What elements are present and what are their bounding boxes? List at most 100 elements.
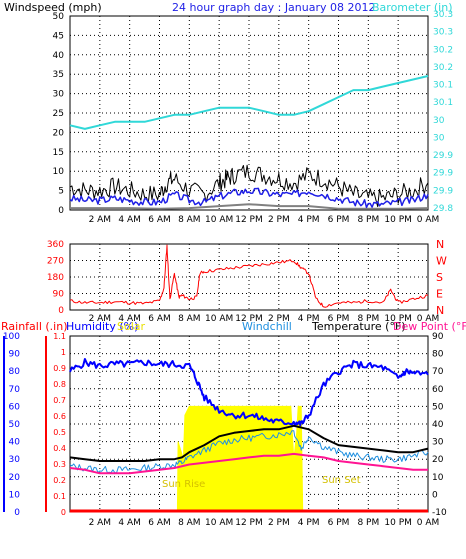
panel2-x-ticks: 2 AM 4 AM 6 AM 8 AM 10 AM 12 PM 2 PM 4 PM 6 PM 8 … — [89, 314, 440, 324]
compass-letter: W — [436, 255, 447, 268]
barometer-tick-label: 30.2 — [433, 63, 453, 73]
panel3-humidity-ticks: 0 10 20 30 40 50 60 70 80 90 100 — [3, 332, 20, 518]
compass-letter: E — [436, 288, 443, 301]
humidity-tick-label: 80 — [9, 367, 21, 377]
humidity-tick-label: 90 — [9, 350, 21, 360]
x-tick-label: 2 PM — [268, 215, 290, 225]
x-tick-label: 10 AM — [205, 314, 233, 324]
humidity-tick-label: 70 — [9, 385, 21, 395]
compass-letter: N — [436, 304, 444, 317]
barometer-tick-label: 30.1 — [433, 98, 453, 108]
barometer-tick-label: 29.9 — [433, 151, 453, 161]
panel1-right-ticks: 29.8 29.9 29.9 29.9 30 30 30.1 30.1 30.2 30.2 30.3… — [433, 10, 453, 214]
barometer-tick-label: 30.3 — [433, 10, 453, 20]
wind-tick-label: 5 — [58, 187, 64, 197]
barometer-tick-label: 30 — [433, 116, 445, 126]
panel3-rainfall-ticks: 0 0.1 0.2 0.3 0.4 0.5 0.6 0.7 0.8 0.9 1 1.1 — [45, 332, 66, 517]
barometer-tick-label: 30.2 — [433, 45, 453, 55]
direction-tick-label: 360 — [47, 240, 64, 250]
temperature-tick-label: 60 — [432, 385, 444, 395]
rainfall-tick-label: 0 — [61, 508, 66, 517]
temperature-tick-label: -10 — [432, 508, 447, 518]
x-tick-label: 8 PM — [357, 314, 379, 324]
rainfall-tick-label: 0.2 — [53, 476, 66, 485]
x-tick-label: 0 AM — [417, 518, 440, 528]
humidity-tick-label: 60 — [9, 402, 21, 412]
humidity-tick-label: 0 — [14, 508, 20, 518]
direction-tick-label: 270 — [47, 257, 64, 267]
x-tick-label: 10 AM — [205, 215, 233, 225]
wind-tick-label: 45 — [53, 31, 64, 41]
x-tick-label: 12 PM — [235, 215, 263, 225]
x-tick-label: 8 AM — [178, 314, 201, 324]
panel3-temperature-ticks: -10 0 10 20 30 40 50 60 70 80 90 — [432, 332, 447, 518]
x-tick-label: 4 AM — [118, 215, 141, 225]
humidity-tick-label: 40 — [9, 438, 21, 448]
panel2-left-ticks: 0 90 180 270 360 — [47, 240, 64, 316]
x-tick-label: 10 AM — [205, 518, 233, 528]
x-tick-label: 6 AM — [148, 215, 171, 225]
x-tick-label: 4 PM — [298, 215, 320, 225]
windchill-line — [69, 430, 429, 474]
x-tick-label: 8 AM — [178, 518, 201, 528]
wind-average-line — [69, 187, 429, 209]
wind-tick-label: 50 — [53, 12, 65, 22]
rainfall-tick-label: 0.7 — [53, 396, 66, 405]
humidity-tick-label: 20 — [9, 473, 21, 483]
rainfall-tick-label: 0.9 — [53, 364, 66, 373]
panel-temperature: Rainfall (.in) Humidity (%) Solar Windch… — [1, 320, 466, 528]
x-tick-label: 10 PM — [384, 518, 412, 528]
rainfall-tick-label: 0.6 — [53, 412, 66, 421]
x-tick-label: 2 AM — [89, 215, 112, 225]
temperature-tick-label: 20 — [432, 455, 444, 465]
x-tick-label: 12 PM — [235, 314, 263, 324]
x-tick-label: 4 AM — [118, 518, 141, 528]
barometer-tick-label: 29.9 — [433, 169, 453, 179]
x-tick-label: 10 PM — [384, 314, 412, 324]
x-tick-label: 2 PM — [268, 314, 290, 324]
wind-tick-label: 30 — [53, 90, 65, 100]
rainfall-tick-label: 1 — [61, 348, 66, 357]
panel-wind-barometer: Windspeed (mph) 24 hour graph day : Janu… — [4, 1, 453, 225]
x-tick-label: 2 AM — [89, 314, 112, 324]
legend-solar: Solar — [117, 320, 146, 333]
x-tick-label: 6 PM — [328, 518, 350, 528]
compass-letter: N — [436, 238, 444, 251]
rainfall-tick-label: 0.3 — [53, 460, 66, 469]
wind-gust-line — [69, 164, 429, 208]
rainfall-tick-label: 0.8 — [53, 380, 66, 389]
legend-temperature: Temperature (°F) — [311, 320, 406, 333]
temperature-tick-label: 40 — [432, 420, 444, 430]
x-tick-label: 0 AM — [417, 314, 440, 324]
legend-dew-point: Dew Point (°F) — [393, 320, 466, 333]
humidity-tick-label: 30 — [9, 455, 21, 465]
temperature-tick-label: 10 — [432, 473, 444, 483]
panel1-x-ticks: 2 AM 4 AM 6 AM 8 AM 10 AM 12 PM 2 PM 4 PM 6 PM 8 … — [89, 215, 440, 225]
direction-tick-label: 90 — [53, 290, 65, 300]
humidity-tick-label: 10 — [9, 490, 21, 500]
sunrise-label: Sun Rise — [162, 479, 205, 490]
dew-point-line — [69, 452, 428, 475]
x-tick-label: 2 AM — [89, 518, 112, 528]
x-tick-label: 12 PM — [235, 518, 263, 528]
x-tick-label: 6 AM — [148, 314, 171, 324]
barometer-tick-label: 29.9 — [433, 186, 453, 196]
x-tick-label: 10 PM — [384, 215, 412, 225]
rainfall-tick-label: 1.1 — [53, 332, 66, 341]
wind-tick-label: 25 — [53, 109, 64, 119]
temperature-tick-label: 0 — [432, 490, 438, 500]
x-tick-label: 8 PM — [357, 518, 379, 528]
wind-axis-title: Windspeed (mph) — [4, 1, 102, 14]
x-tick-label: 0 AM — [417, 215, 440, 225]
temperature-line — [69, 424, 429, 462]
temperature-tick-label: 30 — [432, 438, 444, 448]
legend-humidity: Humidity (%) — [66, 320, 138, 333]
x-tick-label: 6 PM — [328, 314, 350, 324]
wind-tick-label: 20 — [53, 128, 65, 138]
x-tick-label: 4 PM — [298, 314, 320, 324]
wind-tick-label: 10 — [53, 167, 65, 177]
chart-title: 24 hour graph day : January 08 2012 — [172, 1, 376, 14]
x-tick-label: 6 AM — [148, 518, 171, 528]
